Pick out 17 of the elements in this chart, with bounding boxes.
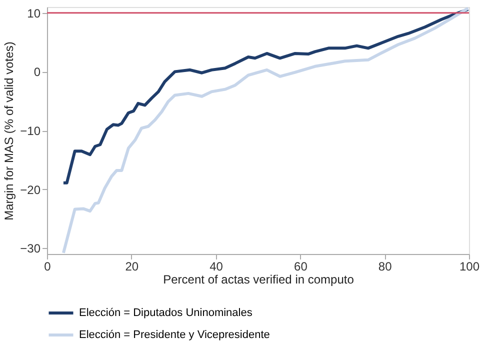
line-series <box>62 8 469 184</box>
y-tick-label: 0 <box>34 65 41 80</box>
y-tick-label: 10 <box>27 6 41 20</box>
legend-label: Elección = Diputados Uninominales <box>79 307 253 319</box>
x-tick-label: 100 <box>459 260 480 274</box>
x-axis-title: Percent of actas verified in computo <box>163 272 354 286</box>
x-tick-label: 40 <box>210 260 224 274</box>
x-tick-label: 60 <box>294 260 308 274</box>
y-tick-label: −20 <box>20 182 41 197</box>
x-tick-label: 80 <box>378 260 392 274</box>
y-axis-title: Margin for MAS (% of valid votes) <box>2 42 16 220</box>
x-tick-label: 0 <box>44 260 52 274</box>
y-tick-label: −30 <box>20 242 41 256</box>
y-tick-label: −10 <box>20 124 41 138</box>
x-tick-label: 20 <box>125 260 139 274</box>
legend-label: Elección = Presidente y Vicepresidente <box>79 329 270 341</box>
line-series <box>62 7 469 254</box>
